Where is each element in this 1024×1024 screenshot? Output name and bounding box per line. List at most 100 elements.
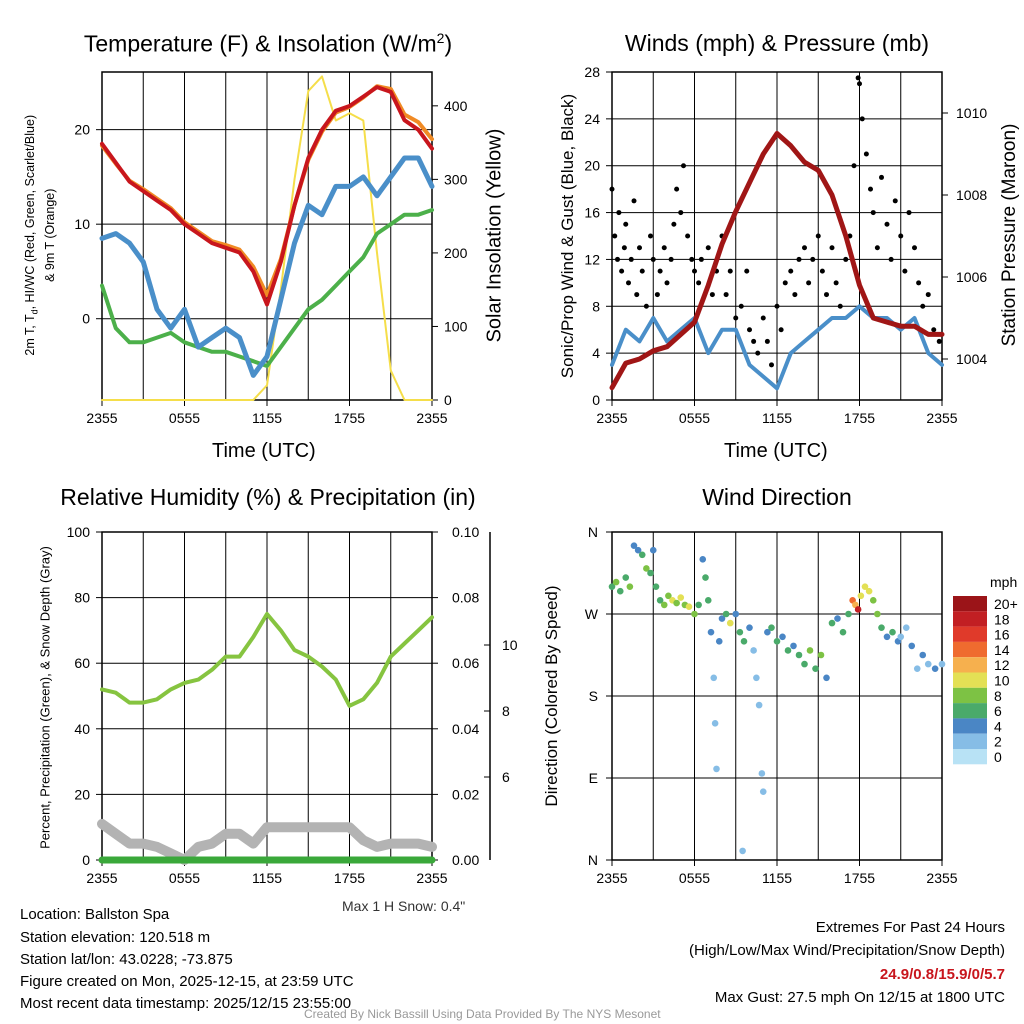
wind-direction-point [817, 651, 825, 659]
colorbar-swatch [953, 733, 987, 749]
wind-direction-point [913, 665, 921, 672]
wind-ylabel: Sonic/Prop Wind & Gust (Blue, Black) [558, 93, 577, 379]
gust-point [609, 186, 615, 192]
x-tick-label: 0555 [169, 870, 200, 886]
x-tick-label: 1155 [252, 410, 282, 426]
gust-point [936, 338, 942, 344]
wind-direction-point [695, 601, 702, 609]
colorbar-swatch [953, 687, 987, 704]
wind-direction-point [626, 583, 634, 590]
wind-direction-point [638, 551, 646, 559]
y2-tick-label: 0.04 [452, 721, 479, 737]
wind-direction-point [931, 665, 939, 672]
extremes-title: Extremes For Past 24 Hours [815, 919, 1005, 936]
wind-direction-point [795, 651, 803, 659]
y2-tick-label: 0.06 [452, 655, 479, 671]
gust-point [868, 186, 873, 192]
x-tick-label: 2355 [86, 870, 117, 886]
colorbar-label: 2 [994, 734, 1002, 750]
wind-direction-point [790, 642, 797, 650]
wind-direction-point [704, 597, 712, 604]
gust-point [782, 280, 788, 286]
gust-point [733, 315, 739, 321]
wind-direction-point [845, 610, 852, 618]
gust-point [755, 350, 761, 356]
pressure-line [609, 131, 945, 391]
gust-point [723, 292, 729, 298]
dewpoint-line [100, 208, 434, 368]
gust-point [696, 280, 702, 286]
wind-direction-point [834, 615, 841, 622]
gust-point [619, 268, 625, 274]
gust-point [689, 256, 695, 262]
gust-point [648, 233, 653, 239]
wind-direction-point [685, 603, 693, 611]
wind-direction-point [764, 628, 771, 636]
gust-point [892, 198, 898, 204]
wind-direction-point [739, 847, 746, 855]
colorbar-label: 6 [994, 703, 1002, 719]
snow-depth-line [97, 818, 437, 865]
dir-title: Wind Direction [702, 484, 852, 510]
wind-direction-point [869, 597, 877, 604]
max-gust: Max Gust: 27.5 mph On 12/15 at 1800 UTC [714, 989, 1005, 1006]
gust-point [802, 245, 807, 251]
gust-point [681, 163, 686, 169]
gust-point [634, 292, 640, 298]
wind-direction-point [652, 583, 660, 590]
y2-tick-label: 1008 [956, 187, 987, 203]
colorbar-label: 18 [994, 611, 1010, 627]
y2-tick-label: 0 [444, 392, 452, 408]
gust-point [788, 268, 794, 274]
x-tick-label: 2355 [926, 410, 957, 426]
x-tick-label: 0555 [169, 410, 200, 426]
gust-point [678, 210, 684, 216]
gust-point [744, 268, 750, 274]
gust-point [639, 268, 645, 274]
gust-point [898, 233, 904, 239]
temp-y2label: Solar Insolation (Yellow) [483, 128, 506, 343]
y2-tick-label: 0.08 [452, 590, 479, 606]
y-tick-label: 10 [74, 216, 90, 232]
wind-direction-point [726, 619, 734, 627]
snow-tick-label: 6 [502, 769, 510, 785]
wind-direction-point [801, 660, 808, 668]
y-tick-label: W [585, 606, 599, 622]
gust-point [637, 245, 642, 251]
relative-humidity-line [100, 612, 434, 708]
x-tick-label: 1155 [252, 870, 282, 886]
y-tick-label: 12 [584, 251, 600, 267]
wind-direction-point [823, 674, 830, 682]
wind-direction-point [919, 651, 927, 659]
x-tick-label: 1155 [762, 870, 792, 886]
y-tick-label: E [589, 770, 598, 786]
wind-direction-point [897, 633, 905, 641]
gust-point [819, 268, 825, 274]
wind-direction-point [630, 542, 638, 549]
x-tick-label: 2355 [596, 410, 627, 426]
wind-direction-point [699, 556, 707, 563]
gust-point [626, 280, 631, 286]
colorbar-title: mph [990, 574, 1018, 590]
wind-direction-point [711, 720, 719, 727]
wind-direction-point [608, 583, 616, 590]
figure-created: Figure created on Mon, 2025-12-15, at 23… [20, 973, 354, 990]
wind-direction-point [643, 565, 650, 572]
wind-direction-point [740, 638, 748, 645]
colorbar-swatch [953, 672, 987, 688]
x-tick-label: 2355 [86, 410, 117, 426]
x-tick-label: 2355 [596, 870, 627, 886]
wind-direction-point [665, 592, 672, 600]
gust-point [824, 292, 829, 298]
wind-direction-point [755, 701, 763, 709]
colorbar-swatch [953, 657, 987, 673]
y-tick-label: 0 [82, 311, 90, 327]
wind-direction-point [861, 583, 869, 590]
x-tick-label: 1755 [844, 410, 875, 426]
wind-direction-point [634, 546, 642, 554]
gust-point [778, 327, 784, 333]
wind-direction-point [647, 569, 654, 577]
wind-direction-point [812, 665, 819, 672]
gust-point [709, 292, 715, 298]
gust-point [705, 245, 711, 251]
